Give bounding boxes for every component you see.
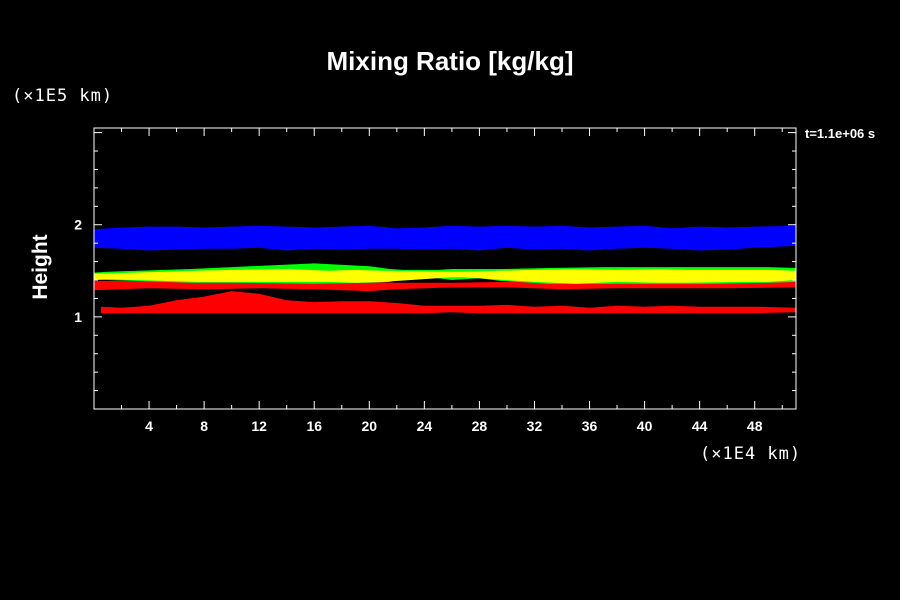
x-tick-label: 44 (692, 418, 708, 434)
y-axis-unit-label: (×1E5 km) (12, 86, 114, 106)
layer-blue-0 (94, 225, 796, 251)
y-tick-label: 2 (74, 217, 82, 233)
mixing-ratio-fields (94, 225, 796, 314)
x-axis-unit-label: (×1E4 km) (700, 444, 802, 464)
x-tick-label: 36 (582, 418, 598, 434)
x-tick-label: 8 (200, 418, 208, 434)
x-tick-label: 16 (306, 418, 322, 434)
y-tick-label: 1 (74, 309, 82, 325)
x-tick-label: 48 (747, 418, 763, 434)
x-tick-label: 32 (527, 418, 543, 434)
chart-title: Mixing Ratio [kg/kg] (326, 46, 574, 76)
x-tick-label: 28 (472, 418, 488, 434)
layer-red-1 (100, 291, 796, 314)
time-label: t=1.1e+06 s (805, 126, 876, 141)
x-tick-label: 40 (637, 418, 653, 434)
plot-frame (93, 127, 797, 410)
x-tick-label: 20 (362, 418, 378, 434)
x-tick-label: 12 (251, 418, 267, 434)
x-tick-label: 4 (145, 418, 153, 434)
x-tick-label: 24 (417, 418, 433, 434)
layer-yellow-4 (94, 269, 796, 284)
